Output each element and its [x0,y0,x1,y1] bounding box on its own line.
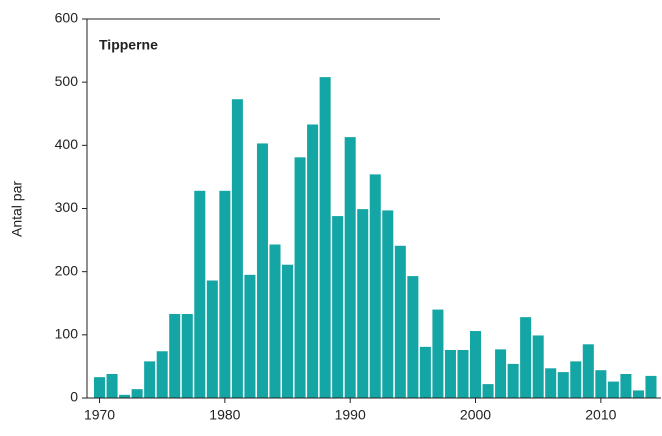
y-tick-label: 600 [55,10,79,26]
bar [119,394,131,398]
bar [231,99,243,398]
bar [194,190,206,398]
bar [470,331,482,398]
bar [256,143,268,398]
bar [607,381,619,398]
bar [357,209,369,398]
bar [206,280,218,398]
y-tick-label: 500 [55,73,79,89]
bar [632,390,644,398]
x-tick-label: 1990 [335,407,366,423]
y-tick-label: 0 [70,389,78,405]
bar [570,361,582,398]
bar [520,317,532,398]
bar [169,313,181,398]
bar [419,346,431,398]
bar [319,77,331,398]
bar [457,349,469,398]
bar [620,373,632,398]
bar [181,313,193,398]
bar [532,335,544,398]
bar [545,368,557,398]
x-tick-label: 1970 [84,407,115,423]
bar [244,274,256,398]
y-axis-label: Antal par [9,181,25,237]
bar [294,157,306,398]
bar [269,244,281,398]
y-tick-label: 100 [55,326,79,342]
bar [106,373,118,398]
bar [645,375,657,398]
bar [369,174,381,398]
bar [507,363,519,398]
y-tick-label: 300 [55,199,79,215]
bar [557,372,569,398]
bar [144,361,156,398]
bar [344,137,356,398]
y-tick-label: 200 [55,262,79,278]
x-tick-label: 1980 [209,407,240,423]
y-tick-label: 400 [55,136,79,152]
bar [382,210,394,398]
bar [582,344,594,398]
x-tick-label: 2010 [585,407,616,423]
bar [332,216,344,398]
bar [219,190,231,398]
bar [444,349,456,398]
chart-title: Tipperne [99,37,158,53]
bar [94,377,106,398]
bar [156,351,168,398]
bar [282,264,294,398]
bar [394,245,406,398]
bar [495,349,507,398]
bar [432,309,444,398]
x-tick-label: 2000 [460,407,491,423]
bar [131,389,143,398]
bar [482,384,494,398]
bar [307,124,319,398]
bar [407,276,419,398]
bar [595,370,607,398]
